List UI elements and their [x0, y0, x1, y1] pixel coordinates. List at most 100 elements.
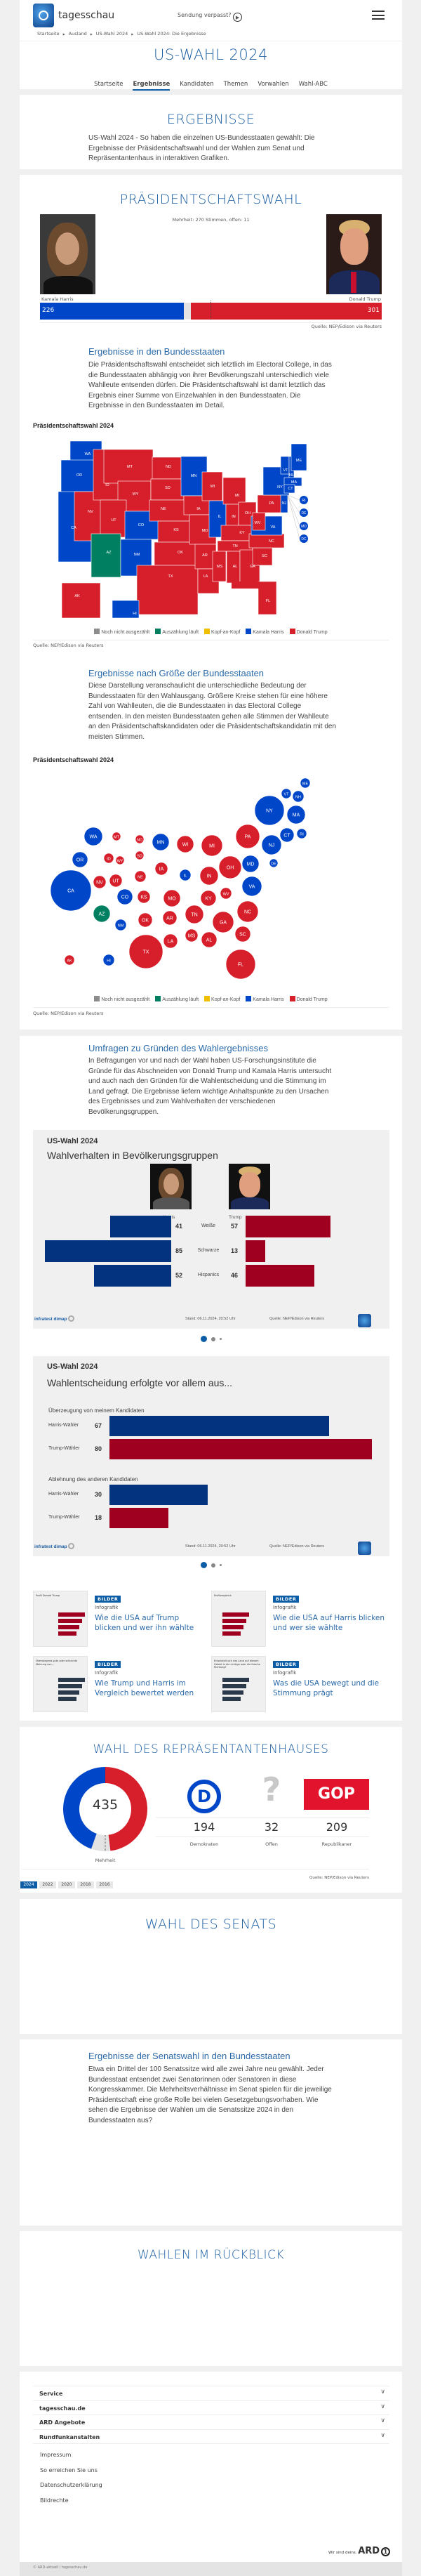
bubble-mn[interactable]	[152, 833, 170, 851]
state-ks[interactable]	[157, 520, 194, 543]
state-fl[interactable]	[258, 581, 277, 615]
teaser-card[interactable]: Entwickelt sich das Land auf diesem Gebi…	[211, 1656, 387, 1714]
bubble-fl[interactable]	[225, 949, 256, 980]
bubble-id[interactable]	[103, 853, 114, 864]
breadcrumb-item[interactable]: US-Wahl 2024	[95, 31, 128, 37]
bubble-ky[interactable]	[200, 890, 217, 907]
bubble-nd[interactable]	[135, 834, 145, 844]
teaser-card[interactable]: Überwiegend gute oder schlechte Meinung …	[33, 1656, 208, 1714]
teaser-title[interactable]: Wie Trump und Harris im Vergleich bewert…	[95, 1679, 194, 1697]
bubble-ri[interactable]	[296, 828, 307, 839]
brand-name[interactable]: tagesschau	[58, 10, 115, 21]
state-mt[interactable]	[103, 449, 154, 484]
nav-tab-startseite[interactable]: Startseite	[94, 81, 123, 88]
bubble-ga[interactable]	[212, 911, 234, 933]
bubble-va[interactable]	[241, 876, 262, 897]
footer-link[interactable]: So erreichen Sie uns	[40, 2466, 98, 2473]
state-de[interactable]	[300, 508, 308, 517]
footer-link[interactable]: Datenschutzerklärung	[40, 2482, 102, 2489]
bubble-la[interactable]	[163, 933, 178, 949]
teaser-title[interactable]: Wie die USA auf Harris blicken und wer s…	[273, 1614, 385, 1632]
nav-tab-themen[interactable]: Themen	[223, 81, 248, 88]
bubble-ma[interactable]	[286, 805, 306, 824]
bubble-wv[interactable]	[220, 887, 232, 900]
state-nc[interactable]	[248, 533, 285, 548]
teaser-thumbnail[interactable]: Überwiegend gute oder schlechte Meinung …	[33, 1656, 88, 1712]
breadcrumb-item[interactable]: Ausland	[68, 31, 87, 37]
teaser-thumbnail[interactable]: Profil Donald Trump	[33, 1591, 88, 1647]
bubble-ut[interactable]	[109, 874, 123, 888]
bubble-co[interactable]	[116, 888, 133, 905]
bubble-al[interactable]	[201, 931, 218, 948]
tagesschau-logo-icon[interactable]	[33, 4, 54, 27]
ard-logo[interactable]: Wir sind deins. ARD 1	[328, 2546, 390, 2556]
bubble-nh[interactable]	[292, 790, 305, 803]
state-nd[interactable]	[152, 456, 185, 480]
carousel-dot-active[interactable]	[200, 1562, 207, 1568]
state-ky[interactable]	[220, 525, 253, 541]
teaser-card[interactable]: Profil Donald Trump BILDER Infografik Wie d…	[33, 1591, 208, 1648]
state-ok[interactable]	[154, 541, 197, 566]
state-dc[interactable]	[300, 534, 308, 543]
state-mi[interactable]	[222, 477, 246, 505]
menu-icon[interactable]	[372, 11, 385, 20]
bubble-mi[interactable]	[201, 834, 223, 857]
nav-tab-ergebnisse[interactable]: Ergebnisse	[133, 81, 171, 91]
missed-show-link[interactable]: Sendung verpasst? ▶	[178, 12, 243, 22]
teaser-thumbnail[interactable]: Profilvergleich	[211, 1591, 266, 1647]
nav-tab-vorwahlen[interactable]: Vorwahlen	[258, 81, 289, 88]
bubble-ar[interactable]	[162, 910, 178, 926]
footer-accordion[interactable]: Rundfunkanstalten ∨	[33, 2429, 389, 2444]
bubble-wa[interactable]	[83, 827, 103, 846]
year-tab-2016[interactable]: 2016	[96, 1881, 113, 1888]
year-tab-2018[interactable]: 2018	[77, 1881, 94, 1888]
teaser-title[interactable]: Wie die USA auf Trump blicken und wer ih…	[95, 1614, 194, 1632]
bubble-mo[interactable]	[163, 889, 181, 907]
carousel-dot[interactable]	[210, 1336, 215, 1341]
footer-link[interactable]: Bildrechte	[40, 2497, 69, 2504]
bubble-wy[interactable]	[115, 855, 125, 865]
bubble-tx[interactable]	[128, 934, 163, 969]
bubble-mt[interactable]	[112, 832, 121, 841]
footer-accordion[interactable]: Service ∨	[33, 2386, 389, 2400]
breadcrumb-item[interactable]: Startseite	[37, 31, 60, 37]
bubble-sc[interactable]	[234, 926, 251, 942]
year-tab-2020[interactable]: 2020	[58, 1881, 75, 1888]
state-nj[interactable]	[280, 494, 288, 513]
bubble-me[interactable]	[300, 777, 311, 789]
bubble-nj[interactable]	[261, 834, 282, 855]
nav-tab-kandidaten[interactable]: Kandidaten	[180, 81, 214, 88]
state-ri[interactable]	[300, 496, 308, 504]
bubble-ny[interactable]	[254, 795, 285, 826]
year-tab-2024[interactable]: 2024	[20, 1881, 37, 1888]
bubble-az[interactable]	[93, 905, 111, 923]
bubble-oh[interactable]	[218, 855, 242, 879]
bubble-ms[interactable]	[185, 928, 199, 942]
bubble-sd[interactable]	[135, 850, 145, 860]
state-sc[interactable]	[252, 547, 273, 566]
state-md[interactable]	[300, 522, 308, 530]
breadcrumb-item[interactable]: US-Wahl 2024: Die Ergebnisse	[137, 31, 206, 37]
state-ms[interactable]	[212, 551, 227, 582]
carousel-dot[interactable]	[210, 1563, 215, 1568]
footer-accordion[interactable]: ARD Angebote ∨	[33, 2414, 389, 2429]
teaser-card[interactable]: Profilvergleich BILDER Infografik Wie die U…	[211, 1591, 387, 1648]
bubble-tn[interactable]	[185, 905, 204, 924]
year-tab-2022[interactable]: 2022	[39, 1881, 56, 1888]
teaser-title[interactable]: Was die USA bewegt und die Stimmung präg…	[273, 1679, 380, 1697]
bubble-pa[interactable]	[235, 824, 260, 849]
bubble-vt[interactable]	[281, 788, 292, 799]
state-ak[interactable]	[61, 582, 101, 619]
footer-accordion[interactable]: tagesschau.de ∨	[33, 2400, 389, 2415]
carousel-dot-active[interactable]	[200, 1336, 207, 1342]
bubble-il[interactable]	[179, 869, 192, 881]
bubble-ca[interactable]	[50, 869, 92, 912]
state-fl-panhandle[interactable]	[232, 581, 260, 589]
state-me[interactable]	[290, 443, 307, 471]
bubble-in[interactable]	[199, 866, 219, 886]
bubble-ne[interactable]	[134, 870, 147, 883]
state-ct[interactable]	[283, 484, 295, 494]
bubble-ks[interactable]	[137, 890, 151, 904]
bubble-md[interactable]	[241, 855, 260, 873]
bubble-ak[interactable]	[64, 954, 75, 966]
